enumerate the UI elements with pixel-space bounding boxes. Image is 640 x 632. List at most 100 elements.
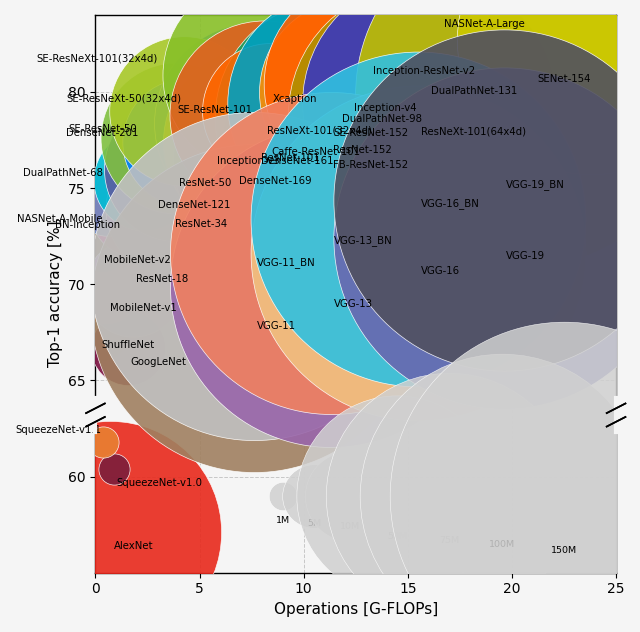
Point	[259, 110, 269, 120]
Text: Xcaption: Xcaption	[273, 94, 317, 104]
Text: ResNet-101: ResNet-101	[260, 152, 319, 162]
Point	[171, 133, 181, 143]
Text: ResNeXt-101(64x4d): ResNeXt-101(64x4d)	[421, 126, 526, 137]
Text: BN-Inception: BN-Inception	[55, 220, 120, 230]
Point	[109, 464, 119, 474]
Text: VGG-19_BN: VGG-19_BN	[506, 179, 565, 190]
Point	[499, 195, 509, 205]
Point	[171, 164, 181, 174]
Point	[559, 490, 569, 501]
Text: Inception-ResNet-v2: Inception-ResNet-v2	[373, 66, 475, 76]
Point	[424, 99, 434, 109]
Point	[209, 141, 220, 151]
Text: MobileNet-v2: MobileNet-v2	[104, 255, 171, 265]
Point	[248, 118, 259, 128]
Text: ResNeXt-101(32x4d): ResNeXt-101(32x4d)	[267, 126, 372, 136]
Text: VGG-19: VGG-19	[506, 251, 545, 260]
Point	[334, 99, 344, 109]
Point	[365, 79, 376, 89]
Point	[167, 204, 177, 214]
Text: 5M: 5M	[307, 519, 321, 528]
Text: SE-ResNet-152: SE-ResNet-152	[333, 128, 408, 138]
Point	[93, 325, 104, 336]
Point	[586, 35, 596, 45]
Text: 100M: 100M	[488, 540, 515, 549]
Text: DualPathNet-68: DualPathNet-68	[23, 168, 103, 178]
Point	[413, 110, 423, 120]
Text: Inception-v3: Inception-v3	[217, 156, 280, 166]
Text: 50M: 50M	[387, 532, 408, 541]
Text: ShuffleNet: ShuffleNet	[101, 340, 154, 350]
Text: GoogLeNet: GoogLeNet	[130, 357, 186, 367]
Point	[132, 204, 142, 214]
Text: AlexNet: AlexNet	[114, 541, 154, 551]
Text: VGG-11: VGG-11	[257, 321, 296, 331]
Point	[253, 141, 264, 151]
Text: DenseNet-161: DenseNet-161	[261, 156, 333, 166]
Text: SE-ResNet-101: SE-ResNet-101	[178, 105, 253, 114]
Text: SqueezeNet-v1.0: SqueezeNet-v1.0	[116, 478, 202, 489]
Point	[232, 160, 242, 170]
Point	[392, 490, 403, 501]
Point	[253, 137, 263, 147]
Text: 75M: 75M	[440, 536, 460, 545]
X-axis label: Operations [G-FLOPs]: Operations [G-FLOPs]	[274, 602, 438, 617]
Text: 10M: 10M	[339, 521, 360, 530]
Y-axis label: Top-1 accuracy [%]: Top-1 accuracy [%]	[47, 221, 63, 367]
Text: Inception-v4: Inception-v4	[355, 103, 417, 113]
Point	[309, 490, 319, 501]
Text: SENet-154: SENet-154	[537, 74, 591, 84]
Point	[497, 490, 507, 501]
Point	[257, 70, 267, 80]
Point	[326, 145, 336, 155]
Text: NASNet-A-Large: NASNet-A-Large	[444, 20, 524, 30]
Text: 150M: 150M	[551, 546, 577, 555]
Point	[326, 129, 336, 139]
Text: ResNet-50: ResNet-50	[179, 178, 231, 188]
Point	[106, 527, 116, 537]
Text: 1M: 1M	[276, 516, 290, 525]
Text: ResNet-18: ResNet-18	[136, 274, 188, 284]
Text: DualPathNet-131: DualPathNet-131	[431, 86, 518, 96]
Text: SE-ResNeXt-50(32x4d): SE-ResNeXt-50(32x4d)	[67, 94, 182, 104]
Point	[97, 241, 107, 251]
Point	[128, 283, 138, 293]
Point	[150, 185, 161, 195]
Text: ResNet-152: ResNet-152	[333, 145, 392, 155]
Text: DenseNet-201: DenseNet-201	[65, 128, 138, 138]
Text: SE-ResNeXt-101(32x4d): SE-ResNeXt-101(32x4d)	[36, 54, 158, 63]
Text: DenseNet-121: DenseNet-121	[158, 200, 230, 210]
Text: Caffe-ResNet-101: Caffe-ResNet-101	[271, 147, 360, 157]
Text: DualPathNet-98: DualPathNet-98	[342, 114, 422, 124]
Point	[265, 106, 275, 116]
Point	[102, 198, 112, 209]
Point	[522, 88, 532, 99]
Point	[180, 137, 191, 147]
Point	[98, 437, 108, 447]
Text: NASNet-A-Mobile: NASNet-A-Mobile	[17, 214, 103, 224]
Text: VGG-13: VGG-13	[333, 299, 372, 308]
Text: FB-ResNet-152: FB-ResNet-152	[333, 160, 408, 170]
Point	[278, 490, 288, 501]
Point	[123, 343, 133, 353]
Point	[344, 490, 355, 501]
Point	[263, 156, 273, 166]
Text: VGG-16: VGG-16	[421, 266, 460, 276]
Text: VGG-16_BN: VGG-16_BN	[421, 198, 480, 209]
Text: VGG-13_BN: VGG-13_BN	[333, 235, 392, 246]
Point	[179, 106, 189, 116]
Point	[326, 112, 336, 122]
Text: ResNet-34: ResNet-34	[175, 219, 227, 229]
Point	[346, 87, 356, 97]
Point	[140, 175, 150, 185]
Point	[413, 248, 423, 258]
Text: DenseNet-169: DenseNet-169	[239, 176, 312, 186]
Point	[326, 281, 336, 291]
Point	[326, 248, 336, 258]
Point	[499, 233, 509, 243]
Point	[102, 289, 113, 299]
Text: MobileNet-v1: MobileNet-v1	[110, 303, 177, 313]
Point	[413, 214, 423, 224]
Text: SE-ResNet-50: SE-ResNet-50	[68, 124, 138, 134]
Text: VGG-11_BN: VGG-11_BN	[257, 257, 315, 268]
